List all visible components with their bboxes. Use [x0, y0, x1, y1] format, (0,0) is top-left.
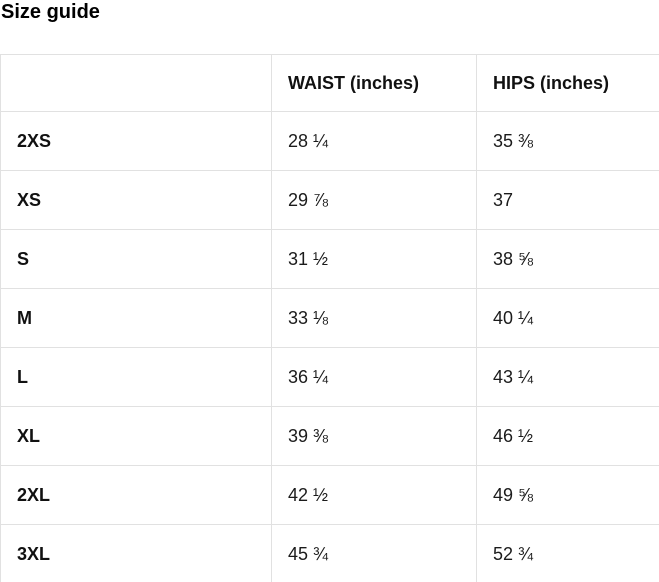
- hips-value: 35 ⅜: [476, 111, 659, 171]
- size-label: 2XS: [0, 111, 272, 171]
- size-label: L: [0, 347, 272, 407]
- table-row: M 33 ⅛ 40 ¼: [0, 288, 659, 348]
- header-row: WAIST (inches) HIPS (inches): [0, 54, 659, 112]
- size-label: 2XL: [0, 465, 272, 525]
- hips-value: 43 ¼: [476, 347, 659, 407]
- waist-value: 36 ¼: [271, 347, 477, 407]
- waist-value: 31 ½: [271, 229, 477, 289]
- size-label: 3XL: [0, 524, 272, 582]
- column-header-size: [0, 54, 272, 112]
- table-row: XL 39 ⅜ 46 ½: [0, 406, 659, 466]
- hips-value: 40 ¼: [476, 288, 659, 348]
- size-label: XS: [0, 170, 272, 230]
- waist-value: 39 ⅜: [271, 406, 477, 466]
- table-row: S 31 ½ 38 ⅝: [0, 229, 659, 289]
- size-guide-table: WAIST (inches) HIPS (inches) 2XS 28 ¼ 35…: [0, 54, 659, 582]
- table-row: 3XL 45 ¾ 52 ¾: [0, 524, 659, 582]
- waist-value: 33 ⅛: [271, 288, 477, 348]
- waist-value: 45 ¾: [271, 524, 477, 582]
- table-row: 2XS 28 ¼ 35 ⅜: [0, 111, 659, 171]
- table-row: 2XL 42 ½ 49 ⅝: [0, 465, 659, 525]
- column-header-hips: HIPS (inches): [476, 54, 659, 112]
- hips-value: 52 ¾: [476, 524, 659, 582]
- waist-value: 42 ½: [271, 465, 477, 525]
- table-row: L 36 ¼ 43 ¼: [0, 347, 659, 407]
- waist-value: 29 ⅞: [271, 170, 477, 230]
- hips-value: 49 ⅝: [476, 465, 659, 525]
- column-header-waist: WAIST (inches): [271, 54, 477, 112]
- hips-value: 46 ½: [476, 406, 659, 466]
- size-label: M: [0, 288, 272, 348]
- table-row: XS 29 ⅞ 37: [0, 170, 659, 230]
- size-label: S: [0, 229, 272, 289]
- waist-value: 28 ¼: [271, 111, 477, 171]
- hips-value: 37: [476, 170, 659, 230]
- page-title: Size guide: [1, 1, 100, 23]
- hips-value: 38 ⅝: [476, 229, 659, 289]
- size-label: XL: [0, 406, 272, 466]
